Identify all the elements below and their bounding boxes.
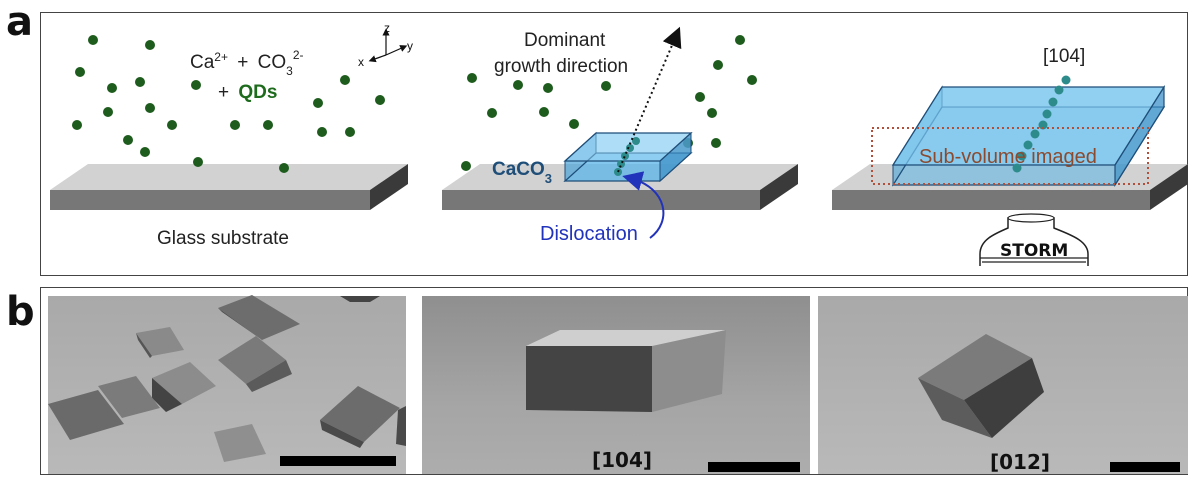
quantum-dot (135, 77, 145, 87)
quantum-dot (543, 83, 553, 93)
quantum-dot (467, 73, 477, 83)
storm-objective: STORM (979, 213, 1089, 266)
quantum-dot (103, 107, 113, 117)
quantum-dot (313, 98, 323, 108)
panel-a-letter: a (6, 0, 33, 45)
scale-bar-2 (708, 462, 800, 472)
quantum-dot (263, 120, 273, 130)
scale-bar-3 (1110, 462, 1180, 472)
quantum-dot (539, 107, 549, 117)
small-dislocation-chain (614, 137, 640, 176)
subvolume-box (871, 127, 1149, 185)
axes-indicator: z x y (358, 21, 413, 69)
quantum-dot (340, 75, 350, 85)
storm-label: STORM (1000, 241, 1068, 261)
quantum-dot (145, 40, 155, 50)
axis-x-label: x (358, 55, 364, 69)
sem-image-3: [012] (818, 296, 1188, 474)
quantum-dot (711, 138, 721, 148)
qds-label: + QDs (218, 82, 277, 103)
quantum-dot (230, 120, 240, 130)
quantum-dot (695, 92, 705, 102)
panel-b-letter: b (6, 289, 35, 335)
quantum-dot (88, 35, 98, 45)
scale-bar-1 (280, 456, 396, 466)
quantum-dot (747, 75, 757, 85)
quantum-dot (345, 127, 355, 137)
quantum-dot (167, 120, 177, 130)
quantum-dot (707, 108, 717, 118)
quantum-dot (191, 80, 201, 90)
axis-y-label: y (407, 39, 413, 53)
dislocation-label: Dislocation (540, 223, 638, 245)
quantum-dot (513, 80, 523, 90)
quantum-dot (145, 103, 155, 113)
large-calcite-crystal (891, 84, 1166, 188)
axis-z-label: z (384, 21, 390, 35)
sem-image-2: [104] (422, 296, 810, 474)
growth-label-line1: Dominant (524, 30, 606, 51)
quantum-dot (713, 60, 723, 70)
sem-label-104: [104] (592, 448, 652, 472)
glass-substrate-label: Glass substrate (157, 228, 289, 249)
quantum-dot (601, 81, 611, 91)
panel-a-frame (40, 12, 1188, 276)
quantum-dot (487, 108, 497, 118)
quantum-dot (107, 83, 117, 93)
quantum-dot (123, 135, 133, 145)
quantum-dot (279, 163, 289, 173)
dislocation-arrow (622, 171, 665, 239)
small-calcite-crystal (563, 131, 693, 183)
quantum-dot (461, 161, 471, 171)
subvolume-label: Sub-volume imaged (919, 146, 1097, 168)
quantum-dot (75, 67, 85, 77)
quantum-dot (735, 35, 745, 45)
quantum-dot (72, 120, 82, 130)
substrate-slab-1 (50, 164, 408, 210)
large-dislocation-chain (1012, 75, 1071, 173)
sem-label-012: [012] (990, 450, 1050, 474)
caco3-label: CaCO3 (492, 159, 552, 186)
direction-104-label: [104] (1043, 46, 1085, 67)
quantum-dot (317, 127, 327, 137)
quantum-dot (140, 147, 150, 157)
sem-image-1 (48, 295, 406, 474)
quantum-dot (193, 157, 203, 167)
quantum-dots-group-1 (72, 35, 385, 173)
growth-label-line2: growth direction (494, 56, 628, 77)
quantum-dot (375, 95, 385, 105)
quantum-dot (569, 119, 579, 129)
reagents-label: Ca2+ + CO32- (190, 48, 304, 78)
